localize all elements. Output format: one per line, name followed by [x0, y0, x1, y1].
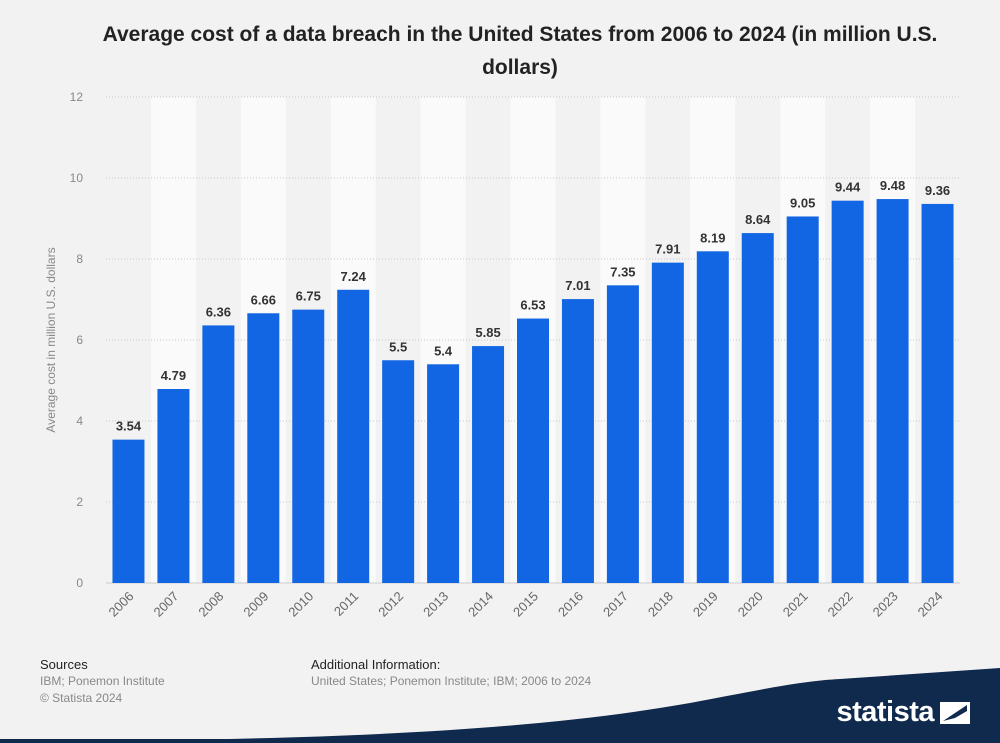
y-tick-label: 6: [76, 333, 83, 347]
bar-value-label: 8.19: [700, 230, 725, 245]
bar[interactable]: [382, 360, 415, 583]
bar[interactable]: [561, 299, 594, 583]
bar-value-label: 6.53: [520, 298, 545, 313]
bar[interactable]: [606, 285, 639, 583]
bar[interactable]: [157, 389, 190, 583]
x-tick-label: 2008: [195, 589, 226, 620]
x-tick-label: 2022: [825, 589, 856, 620]
x-tick-label: 2018: [645, 589, 676, 620]
bar[interactable]: [921, 203, 954, 584]
x-tick-label: 2019: [690, 589, 721, 620]
bar-value-label: 5.5: [389, 339, 407, 354]
bar[interactable]: [247, 313, 280, 583]
bar[interactable]: [876, 199, 909, 583]
bar[interactable]: [292, 309, 325, 583]
bar-value-label: 3.54: [116, 419, 142, 434]
x-tick-label: 2021: [780, 589, 811, 620]
y-tick-label: 12: [70, 90, 84, 104]
chart-title: Average cost of a data breach in the Uni…: [102, 23, 938, 79]
bar[interactable]: [831, 200, 864, 583]
bar[interactable]: [517, 318, 549, 583]
bar[interactable]: [112, 439, 145, 583]
bar[interactable]: [786, 216, 819, 583]
bar-value-label: 9.05: [790, 195, 815, 210]
sources-block: Sources IBM; Ponemon Institute © Statist…: [40, 656, 165, 707]
y-axis-ticks: 0 2 4 6 8 10 12: [70, 90, 84, 590]
x-tick-label: 2011: [331, 589, 361, 619]
y-tick-label: 10: [70, 171, 84, 185]
y-tick-label: 4: [76, 414, 83, 428]
x-tick-label: 2015: [510, 589, 541, 620]
bar-value-label: 5.85: [475, 325, 500, 340]
bar-value-label: 7.24: [341, 269, 367, 284]
bar-value-label: 9.44: [835, 180, 861, 195]
logo-text: statista: [836, 696, 934, 728]
bar[interactable]: [427, 364, 460, 583]
bar-value-label: 9.48: [880, 178, 905, 193]
bar-value-label: 7.01: [565, 278, 590, 293]
x-tick-label: 2016: [555, 589, 586, 620]
y-axis-label: Average cost in million U.S. dollars: [44, 247, 58, 432]
x-tick-label: 2014: [465, 589, 496, 620]
bar-value-label: 5.4: [434, 343, 453, 358]
x-tick-label: 2017: [600, 589, 631, 620]
bar[interactable]: [202, 325, 235, 583]
bar[interactable]: [472, 346, 505, 583]
bar-chart: 0 2 4 6 8 10 12 Average cost in million U.S. d…: [44, 90, 960, 620]
x-tick-label: 2023: [870, 589, 901, 620]
y-tick-label: 2: [76, 495, 83, 509]
bar[interactable]: [337, 289, 370, 583]
bar-value-label: 4.79: [161, 368, 186, 383]
bar-value-label: 9.36: [925, 183, 950, 198]
x-tick-label: 2013: [420, 589, 451, 620]
copyright-text: © Statista 2024: [40, 691, 123, 705]
x-tick-label: 2020: [735, 589, 766, 620]
additional-info-heading: Additional Information:: [311, 657, 441, 672]
x-tick-label: 2006: [106, 589, 137, 620]
bar-value-label: 6.66: [251, 292, 276, 307]
x-tick-label: 2024: [915, 589, 946, 620]
value-labels: 3.54 4.79 6.36 6.66 6.75 7.24 5.5 5.4 5.85 6.53 7.…: [116, 178, 950, 434]
y-tick-label: 0: [76, 576, 83, 590]
additional-info-block: Additional Information: United States; P…: [311, 656, 591, 690]
bar[interactable]: [741, 233, 774, 583]
x-tick-label: 2012: [375, 589, 406, 620]
bar[interactable]: [651, 262, 684, 583]
bar[interactable]: [696, 251, 729, 583]
bar-value-label: 8.64: [745, 212, 771, 227]
sources-text[interactable]: IBM; Ponemon Institute: [40, 674, 165, 688]
sources-heading: Sources: [40, 657, 88, 672]
x-tick-label: 2010: [285, 589, 316, 620]
bars: [112, 199, 954, 584]
additional-info-text: United States; Ponemon Institute; IBM; 2…: [311, 674, 592, 688]
footer-wave: [0, 668, 1000, 743]
statista-logo[interactable]: statista: [836, 696, 970, 729]
x-tick-label: 2007: [150, 589, 181, 620]
bar-value-label: 6.75: [296, 289, 321, 304]
statista-mark-icon: [940, 701, 970, 724]
x-axis-ticks: 2006 2007 2008 2009 2010 2011 2012 2013 2014 2015…: [106, 589, 946, 620]
y-tick-label: 8: [76, 252, 83, 266]
bar-value-label: 7.91: [655, 242, 680, 257]
bar-value-label: 7.35: [610, 264, 635, 279]
bar-value-label: 6.36: [206, 304, 231, 319]
x-tick-label: 2009: [240, 589, 271, 620]
